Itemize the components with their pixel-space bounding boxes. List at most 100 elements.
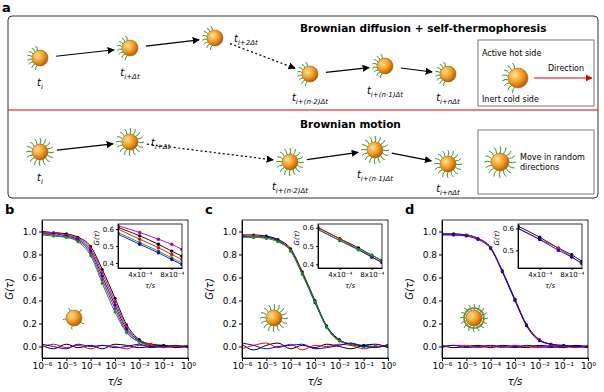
ligand [129,150,131,156]
x-tick-mark [340,268,341,270]
ligand [504,83,509,86]
x-tick-label: 10⁻² [130,361,150,371]
x-tick: 10⁻⁶ [233,358,253,371]
ligand [293,169,295,175]
panel-label: c [205,202,213,217]
particle-icon [26,138,54,166]
y-tick-mark [39,324,42,325]
ligand [372,67,377,68]
ligand [133,149,135,155]
x-tick: 10⁰ [581,358,596,371]
data-point [501,270,504,273]
ligand [117,49,122,50]
particle-core [466,310,482,326]
y-tick-label: 0.2 [23,319,37,329]
y-axis: 0.00.20.40.60.81.0 [223,221,243,359]
data-point [570,255,573,258]
y-tick-mark [39,347,42,348]
diagram-frame [8,16,598,198]
ligand [438,154,442,158]
ligand [455,159,461,161]
ligand [116,141,122,143]
ligand [281,321,287,323]
data-point [452,233,455,236]
data-point [138,243,141,246]
residual-line [442,345,588,347]
ligand [136,132,140,136]
plot-background [442,220,588,358]
data-point [138,340,141,343]
y-tick-label: 0.4 [23,296,38,306]
step-arrow [326,68,369,73]
ligand [374,60,378,62]
y-axis-line [518,225,519,269]
ligand [277,165,283,167]
x-tick-label: 10⁻⁶ [233,361,253,371]
ligand [277,325,279,331]
particle-core [207,30,223,46]
time-subscript: i+(n-1)Δt [371,91,403,99]
data-point [265,237,268,240]
x-axis-title: τ/s [508,376,523,387]
data-point [157,246,160,249]
x-axis: 10⁻⁶10⁻⁵10⁻⁴10⁻³10⁻²10⁻¹10⁰ [433,358,597,371]
x-tick: 10⁻⁶ [33,358,53,371]
x-tick-label: 10⁻⁶ [33,361,53,371]
ligand [137,145,143,147]
y-tick-mark [239,347,242,348]
ligand [46,142,50,146]
y-axis-line [318,225,319,269]
ligand [296,168,300,172]
y-tick-label: 0.6 [303,224,315,232]
y-tick-mark [439,347,442,348]
ligand [374,158,376,164]
ligand [280,324,284,328]
plot: 10⁻⁶10⁻⁵10⁻⁴10⁻³10⁻²10⁻¹10⁰0.00.20.40.60… [204,220,396,387]
panel-label: d [405,202,414,217]
y-tick: 0.4 [223,296,242,306]
ligand [280,152,284,156]
y-tick-label: 0.4 [103,260,115,268]
y-axis: 0.00.20.40.60.81.0 [423,221,443,359]
ligand [63,319,67,320]
data-point [338,239,341,242]
x-tick: 10⁻³ [306,358,326,371]
y-tick-mark [439,324,442,325]
x-tick: 8x10⁻⁴ [360,268,384,279]
ligand [289,170,291,176]
x-tick-label: 10⁰ [581,361,596,371]
y-tick: 0.8 [423,250,442,260]
x-tick-label: 8x10⁻⁴ [360,271,384,279]
ligand [30,142,34,146]
y-tick-label: 0.5 [103,243,114,251]
x-tick-label: 10⁻⁴ [281,361,301,371]
y-tick-label: 0.6 [503,225,515,233]
ligand [276,161,282,163]
y-tick-mark [439,255,442,256]
y-axis-line [242,221,243,359]
x-tick: 10⁻³ [106,358,126,371]
step-arrow [392,153,432,161]
time-subscript: i [41,178,43,186]
particle-icon [502,63,528,93]
y-axis-line [42,221,43,359]
ligand [460,317,466,319]
ligand [456,164,462,166]
data-point [489,247,492,250]
data-point [314,300,317,303]
ligand [27,155,33,157]
ligand [365,140,369,144]
ligand [502,75,508,76]
ligand [437,68,441,70]
step-arrow [307,152,358,159]
panel-label: a [2,0,11,15]
y-tick: 0.6 [503,225,518,233]
particle-icon [361,136,389,164]
time-label: ti+Δt [120,67,140,81]
residual-line [42,344,188,349]
step-arrow [146,40,199,46]
particle-core [367,142,383,158]
ligand [298,162,304,164]
x-tick-mark [172,268,173,270]
ligand [40,138,42,144]
